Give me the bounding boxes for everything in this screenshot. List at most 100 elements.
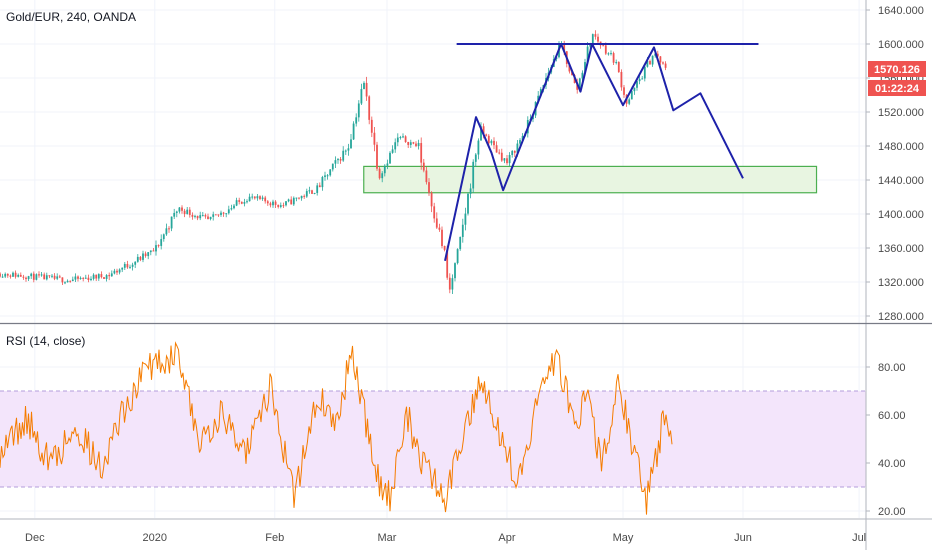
candle-body xyxy=(519,140,521,144)
countdown-tag: 01:22:24 xyxy=(868,80,926,96)
candle-body xyxy=(12,272,14,277)
candle-body xyxy=(40,274,43,276)
candle-body xyxy=(399,137,402,139)
candle-body xyxy=(248,196,251,202)
candle-body xyxy=(131,264,134,267)
time-tick-feb: Feb xyxy=(265,532,284,544)
candle-body xyxy=(162,234,165,240)
candle-body xyxy=(188,209,191,215)
candle-body xyxy=(113,270,116,274)
candle-body xyxy=(27,276,30,280)
candle-body xyxy=(103,277,105,279)
candle-body xyxy=(298,197,300,199)
candle-body xyxy=(110,273,113,277)
candle-body xyxy=(412,142,415,144)
candle-body xyxy=(461,224,464,237)
candle-body xyxy=(347,148,350,151)
candle-body xyxy=(84,277,87,279)
candle-body xyxy=(196,215,199,219)
candle-body xyxy=(454,263,456,279)
candle-body xyxy=(168,228,170,230)
candle-body xyxy=(170,216,173,229)
candle-body xyxy=(365,82,368,97)
candle-body xyxy=(4,273,7,277)
candle-body xyxy=(222,212,225,214)
rsi-tick-label: 60.00 xyxy=(878,410,906,422)
candle-body xyxy=(105,275,108,279)
price-tick-label: 1320.000 xyxy=(878,277,924,289)
candle-body xyxy=(459,236,462,250)
candle-body xyxy=(537,95,540,102)
candle-body xyxy=(277,204,280,207)
candle-body xyxy=(1,276,4,278)
candle-body xyxy=(636,81,638,88)
candle-body xyxy=(69,280,72,282)
candle-body xyxy=(404,136,407,143)
candle-body xyxy=(563,43,566,52)
candle-body xyxy=(422,162,425,171)
candle-body xyxy=(568,63,571,72)
candle-body xyxy=(256,196,259,199)
candle-body xyxy=(282,205,285,207)
candle-body xyxy=(373,132,376,145)
candle-body xyxy=(160,239,163,246)
candle-body xyxy=(604,45,607,54)
candle-body xyxy=(428,182,430,193)
candle-body xyxy=(295,197,298,199)
candle-body xyxy=(586,46,589,63)
candle-body xyxy=(326,175,329,177)
candle-body xyxy=(643,66,646,79)
price-tick-label: 1600.000 xyxy=(878,39,924,51)
candle-body xyxy=(415,143,417,147)
candle-body xyxy=(183,210,186,215)
candle-body xyxy=(487,135,490,144)
candle-body xyxy=(511,150,514,156)
rsi-layer xyxy=(0,341,866,515)
price-tick-label: 1360.000 xyxy=(878,243,924,255)
candle-body xyxy=(480,126,482,141)
candle-body xyxy=(92,274,95,279)
candle-body xyxy=(290,199,293,205)
support-zone-layer xyxy=(363,165,818,194)
candle-body xyxy=(467,193,469,214)
price-tick-label: 1400.000 xyxy=(878,209,924,221)
candle-body xyxy=(266,201,269,204)
candle-body xyxy=(339,159,342,161)
candle-body xyxy=(321,176,324,188)
candle-body xyxy=(95,274,98,279)
candle-body xyxy=(433,206,436,219)
candle-body xyxy=(485,134,488,136)
candle-body xyxy=(638,79,641,82)
candle-body xyxy=(597,36,599,42)
candle-body xyxy=(38,274,40,276)
candle-body xyxy=(363,82,365,90)
candle-body xyxy=(651,55,654,65)
candle-body xyxy=(149,250,152,253)
candle-body xyxy=(261,197,264,199)
candle-body xyxy=(134,261,137,265)
symbol-title: Gold/EUR, 240, OANDA xyxy=(6,10,136,24)
candle-body xyxy=(623,87,625,95)
candle-body xyxy=(630,91,633,100)
price-tick-label: 1280.000 xyxy=(878,311,924,323)
candle-body xyxy=(194,215,196,217)
candle-body xyxy=(649,60,651,65)
candle-body xyxy=(425,170,428,183)
candle-body xyxy=(279,205,282,207)
candle-body xyxy=(129,266,131,268)
candle-body xyxy=(420,143,423,163)
candle-body xyxy=(311,190,313,194)
candle-body xyxy=(355,117,358,124)
rsi-tick-label: 20.00 xyxy=(878,506,906,518)
candle-body xyxy=(308,190,311,192)
candle-body xyxy=(659,56,662,63)
candle-body xyxy=(259,196,261,199)
rsi-band xyxy=(0,391,866,487)
candle-body xyxy=(201,215,204,217)
candle-body xyxy=(186,209,189,215)
candle-body xyxy=(287,199,290,202)
candle-body xyxy=(610,53,612,55)
candle-body xyxy=(6,273,9,276)
candle-body xyxy=(324,175,326,177)
